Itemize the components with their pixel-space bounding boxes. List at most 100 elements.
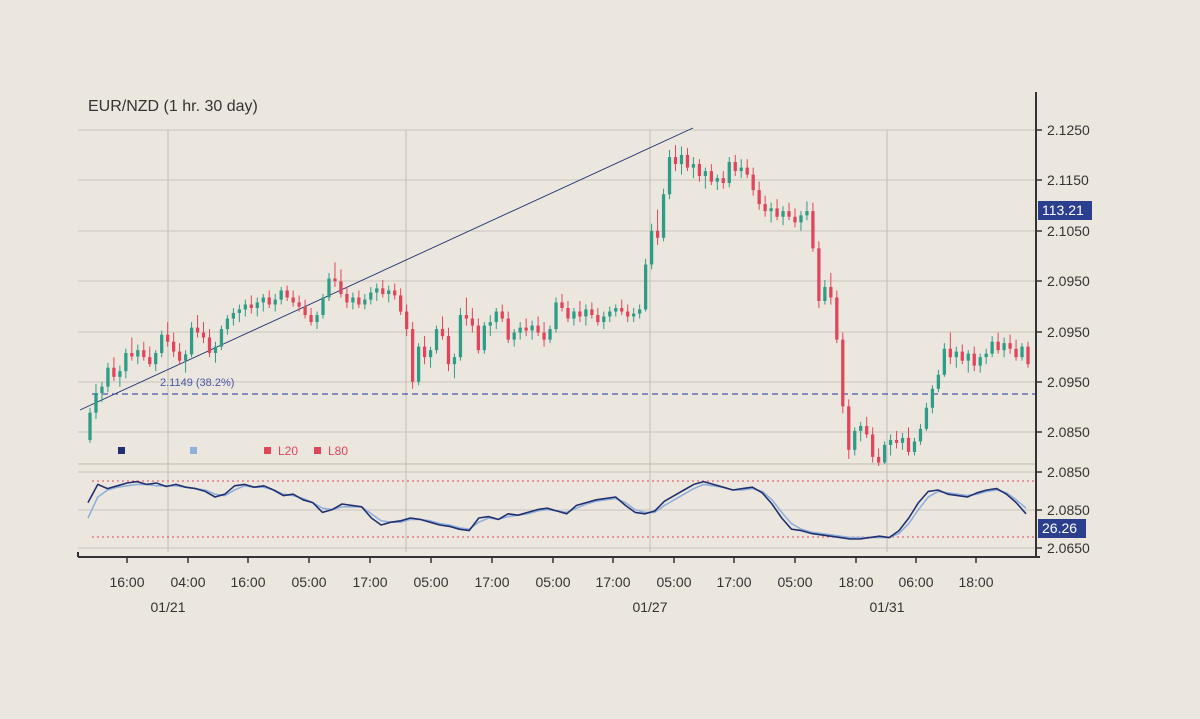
date-label: 01/21: [150, 599, 185, 615]
candle-body: [918, 428, 923, 442]
candle-body: [984, 353, 988, 358]
price-badge-text: 113.21: [1042, 202, 1084, 218]
candle-body: [160, 334, 164, 353]
candle-body: [554, 302, 558, 330]
oscillator-main-line: [87, 480, 1027, 540]
candle-body: [142, 350, 146, 358]
oscillator-badge: 26.26: [1038, 519, 1086, 538]
price-tick-label: 2.0950: [1047, 324, 1090, 340]
candle-body: [303, 306, 307, 316]
candle-body: [267, 297, 271, 305]
candle-body: [835, 297, 839, 340]
candle-body: [470, 318, 475, 326]
oscillator-tick-label: 2.0850: [1047, 502, 1090, 518]
oscillator-tick-label: 2.0650: [1047, 540, 1090, 556]
time-tick-label: 06:00: [898, 574, 933, 590]
candle-body: [1014, 348, 1018, 358]
candle-body: [888, 440, 893, 445]
candle-body: [649, 230, 654, 265]
candle-body: [458, 315, 463, 358]
candle-body: [357, 297, 361, 305]
axes-layer: [77, 92, 1042, 563]
time-tick-label: 05:00: [413, 574, 448, 590]
candle-body: [781, 211, 785, 217]
candles-layer: [88, 145, 1030, 466]
candle-body: [751, 174, 755, 191]
candle-body: [733, 161, 737, 172]
candle-body: [500, 311, 504, 319]
candle-body: [715, 178, 719, 182]
oscillator-layer: [87, 480, 1027, 540]
candle-body: [154, 352, 158, 365]
candle-body: [393, 290, 397, 296]
candle-body: [237, 309, 242, 313]
candle-body: [894, 440, 899, 443]
legend-swatch: [118, 447, 125, 454]
candle-body: [721, 178, 725, 184]
candle-body: [853, 430, 857, 450]
candle-body: [799, 215, 803, 223]
candle-body: [524, 327, 528, 331]
candle-body: [488, 322, 492, 326]
time-tick-label: 04:00: [170, 574, 205, 590]
candle-body: [261, 297, 265, 303]
candle-body: [148, 357, 152, 365]
candle-body: [805, 211, 809, 216]
candle-body: [590, 309, 594, 316]
candle-body: [954, 351, 958, 358]
labels-layer: 2.1250 2.1150 2.1050 2.0950 2.0950 2.0950 2.08…: [109, 122, 1092, 615]
candle-body: [482, 325, 486, 351]
candle-body: [685, 154, 690, 168]
date-label: 01/31: [869, 599, 904, 615]
candle-body: [410, 329, 415, 382]
candle-body: [213, 346, 218, 353]
candle-body: [327, 278, 331, 298]
candle-body: [225, 318, 230, 330]
candle-body: [201, 332, 206, 338]
candle-body: [882, 444, 887, 463]
candle-body: [530, 325, 534, 331]
candle-body: [273, 299, 277, 305]
time-tick-label: 17:00: [352, 574, 387, 590]
candle-body: [183, 354, 188, 361]
candle-body: [351, 297, 355, 303]
candle-body: [787, 211, 791, 217]
oscillator-tick-label: 2.0850: [1047, 464, 1090, 480]
candle-body: [960, 351, 964, 361]
candle-body: [900, 437, 905, 443]
candle-body: [166, 334, 170, 342]
time-tick-label: 16:00: [109, 574, 144, 590]
time-tick-label: 05:00: [777, 574, 812, 590]
candle-body: [906, 437, 911, 452]
candle-body: [763, 204, 767, 212]
candle-body: [871, 434, 875, 457]
candle-body: [1026, 346, 1030, 365]
candle-body: [948, 348, 952, 358]
candle-body: [823, 286, 827, 301]
candle-body: [632, 313, 636, 317]
candle-body: [124, 352, 128, 372]
candle-body: [655, 230, 660, 238]
candle-body: [643, 264, 648, 310]
candle-body: [584, 309, 588, 317]
candle-body: [596, 315, 600, 323]
candle-body: [476, 325, 480, 351]
time-tick-label: 17:00: [595, 574, 630, 590]
candle-body: [464, 315, 469, 319]
candle-body: [339, 281, 343, 294]
candle-body: [936, 374, 941, 389]
candle-body: [333, 278, 337, 282]
candle-body: [602, 316, 606, 323]
price-tick-label: 2.0950: [1047, 374, 1090, 390]
candle-body: [930, 388, 935, 408]
candle-body: [739, 167, 743, 172]
candle-body: [112, 367, 116, 377]
candle-body: [811, 211, 815, 249]
candle-body: [381, 288, 385, 294]
candle-body: [94, 392, 98, 413]
candle-body: [118, 371, 122, 377]
candle-body: [375, 288, 379, 293]
legend-label: L80: [328, 444, 348, 458]
candle-body: [177, 351, 182, 361]
